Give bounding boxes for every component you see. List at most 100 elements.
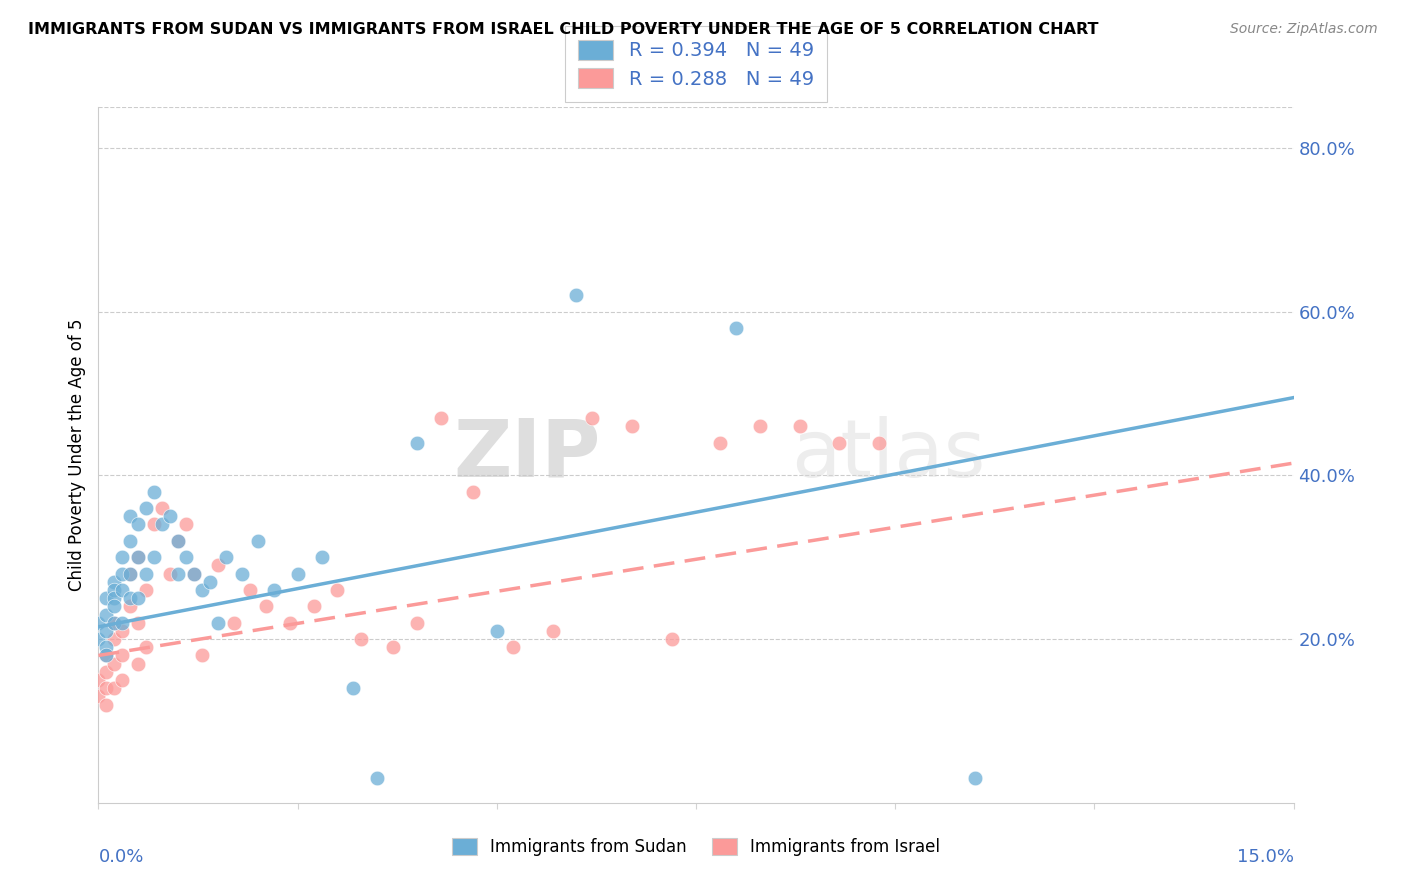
- Point: [159, 566, 181, 581]
- Point: [103, 591, 125, 606]
- Text: 0.0%: 0.0%: [98, 848, 143, 866]
- Point: [342, 681, 364, 696]
- Point: [621, 419, 644, 434]
- Point: [150, 501, 173, 516]
- Point: [485, 624, 508, 638]
- Point: [174, 517, 197, 532]
- Point: [143, 517, 166, 532]
- Point: [96, 665, 118, 679]
- Point: [103, 681, 125, 696]
- Point: [868, 435, 890, 450]
- Point: [350, 632, 373, 646]
- Text: 15.0%: 15.0%: [1236, 848, 1294, 866]
- Point: [174, 550, 197, 565]
- Text: ZIP: ZIP: [453, 416, 600, 494]
- Point: [111, 648, 134, 663]
- Point: [135, 566, 157, 581]
- Point: [748, 419, 770, 434]
- Point: [143, 484, 166, 499]
- Point: [103, 657, 125, 671]
- Point: [302, 599, 325, 614]
- Point: [111, 566, 134, 581]
- Point: [103, 582, 125, 597]
- Point: [326, 582, 349, 597]
- Point: [127, 550, 149, 565]
- Point: [167, 533, 190, 548]
- Point: [96, 607, 118, 622]
- Text: Source: ZipAtlas.com: Source: ZipAtlas.com: [1230, 22, 1378, 37]
- Point: [724, 321, 747, 335]
- Point: [111, 582, 134, 597]
- Point: [96, 681, 118, 696]
- Point: [207, 615, 229, 630]
- Point: [120, 533, 142, 548]
- Point: [120, 591, 142, 606]
- Point: [183, 566, 205, 581]
- Text: atlas: atlas: [792, 416, 986, 494]
- Point: [96, 648, 118, 663]
- Point: [96, 648, 118, 663]
- Point: [263, 582, 285, 597]
- Point: [127, 615, 149, 630]
- Point: [565, 288, 588, 302]
- Point: [111, 550, 134, 565]
- Text: IMMIGRANTS FROM SUDAN VS IMMIGRANTS FROM ISRAEL CHILD POVERTY UNDER THE AGE OF 5: IMMIGRANTS FROM SUDAN VS IMMIGRANTS FROM…: [28, 22, 1098, 37]
- Point: [87, 615, 110, 630]
- Point: [222, 615, 245, 630]
- Point: [127, 550, 149, 565]
- Y-axis label: Child Poverty Under the Age of 5: Child Poverty Under the Age of 5: [67, 318, 86, 591]
- Point: [120, 566, 142, 581]
- Point: [366, 771, 388, 785]
- Point: [150, 517, 173, 532]
- Point: [246, 533, 269, 548]
- Point: [183, 566, 205, 581]
- Point: [828, 435, 851, 450]
- Point: [96, 624, 118, 638]
- Legend: Immigrants from Sudan, Immigrants from Israel: Immigrants from Sudan, Immigrants from I…: [443, 830, 949, 864]
- Point: [87, 690, 110, 704]
- Point: [96, 591, 118, 606]
- Point: [502, 640, 524, 655]
- Point: [120, 599, 142, 614]
- Point: [541, 624, 564, 638]
- Point: [406, 615, 429, 630]
- Point: [254, 599, 277, 614]
- Point: [406, 435, 429, 450]
- Point: [167, 533, 190, 548]
- Point: [159, 509, 181, 524]
- Point: [103, 574, 125, 589]
- Point: [96, 640, 118, 655]
- Point: [191, 582, 214, 597]
- Point: [167, 566, 190, 581]
- Point: [127, 517, 149, 532]
- Point: [191, 648, 214, 663]
- Point: [198, 574, 221, 589]
- Point: [963, 771, 986, 785]
- Point: [103, 599, 125, 614]
- Point: [231, 566, 253, 581]
- Point: [103, 632, 125, 646]
- Point: [709, 435, 731, 450]
- Point: [111, 624, 134, 638]
- Point: [135, 501, 157, 516]
- Point: [111, 615, 134, 630]
- Point: [278, 615, 301, 630]
- Point: [239, 582, 262, 597]
- Point: [430, 411, 453, 425]
- Point: [581, 411, 603, 425]
- Point: [127, 591, 149, 606]
- Point: [789, 419, 811, 434]
- Point: [103, 615, 125, 630]
- Point: [135, 640, 157, 655]
- Point: [461, 484, 484, 499]
- Point: [207, 558, 229, 573]
- Point: [311, 550, 333, 565]
- Point: [215, 550, 238, 565]
- Point: [96, 698, 118, 712]
- Point: [135, 582, 157, 597]
- Point: [120, 509, 142, 524]
- Point: [382, 640, 405, 655]
- Point: [103, 615, 125, 630]
- Point: [127, 657, 149, 671]
- Point: [87, 632, 110, 646]
